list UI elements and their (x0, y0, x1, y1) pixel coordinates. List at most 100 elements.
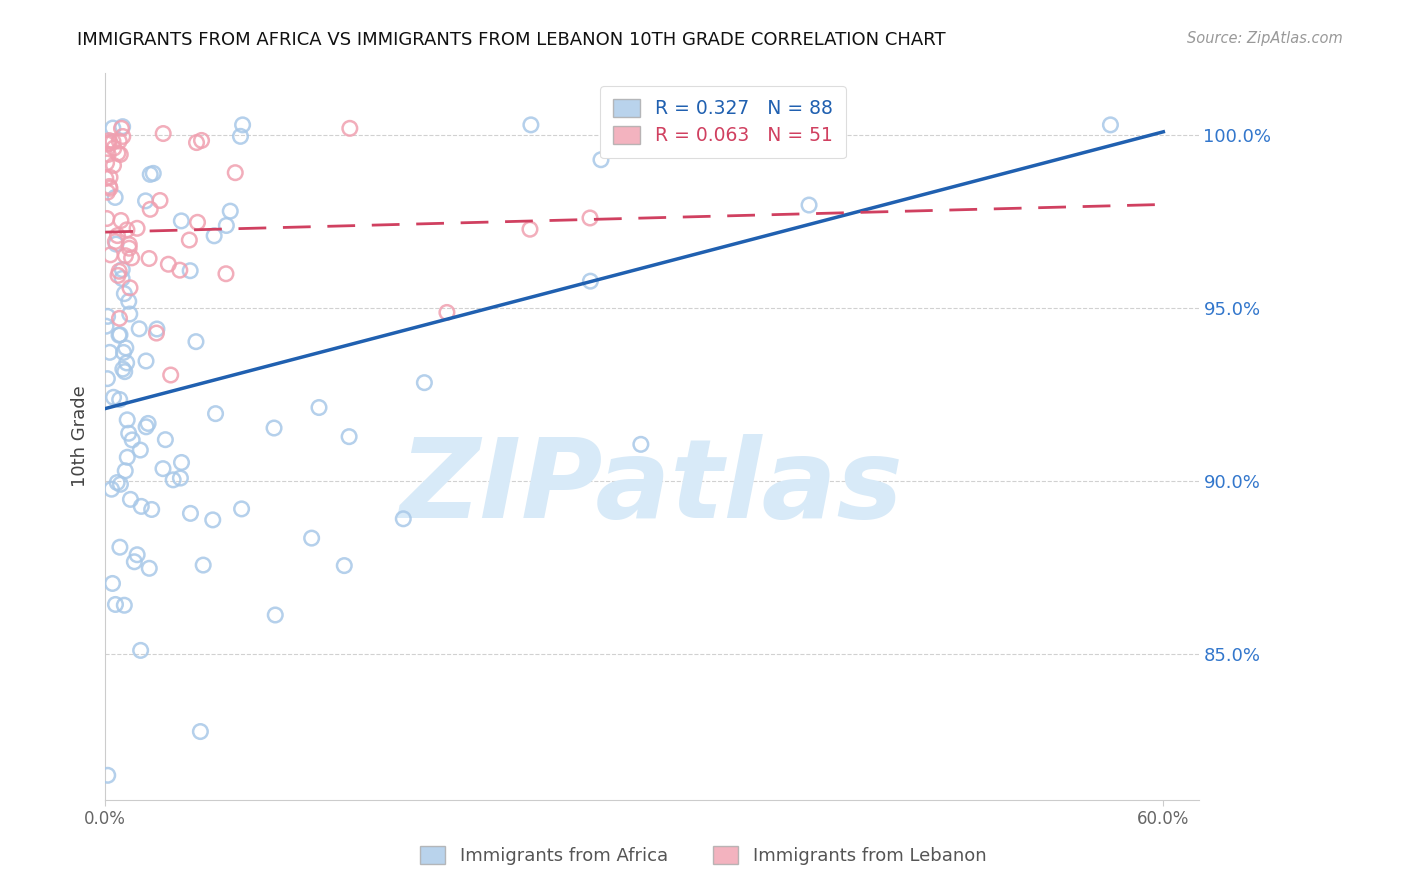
Point (103, 158, 125, 172)
Point (98, 179, 121, 194)
Point (263, 421, 285, 435)
Point (219, 204, 242, 219)
Point (169, 471, 191, 485)
Point (128, 322, 150, 336)
Point (98, 170, 121, 185)
Point (118, 426, 141, 441)
Point (110, 213, 132, 227)
Point (118, 237, 141, 252)
Point (118, 281, 141, 295)
Point (103, 390, 125, 404)
Point (333, 558, 356, 573)
Point (129, 443, 152, 458)
Point (124, 555, 146, 569)
Point (644, 118, 666, 132)
Point (111, 271, 134, 285)
Point (127, 221, 149, 235)
Point (118, 294, 141, 309)
Point (589, 153, 612, 167)
Point (190, 724, 212, 739)
Legend: Immigrants from Africa, Immigrants from Lebanon: Immigrants from Africa, Immigrants from … (409, 836, 997, 876)
Point (114, 341, 136, 355)
Point (520, 118, 543, 132)
Point (111, 362, 134, 376)
Point (107, 228, 129, 243)
Point (157, 257, 180, 271)
Point (112, 286, 135, 301)
Point (108, 264, 131, 278)
Point (108, 311, 131, 326)
Point (789, 139, 811, 153)
Text: ZIPatlas: ZIPatlas (401, 434, 904, 541)
Point (121, 251, 143, 265)
Point (108, 540, 131, 554)
Point (112, 599, 135, 613)
Point (97, 768, 120, 782)
Point (190, 133, 212, 147)
Point (308, 401, 330, 415)
Point (96, 211, 118, 226)
Point (579, 211, 602, 225)
Point (115, 223, 138, 237)
Point (1099, 118, 1122, 132)
Point (107, 268, 129, 283)
Point (202, 228, 225, 243)
Point (141, 502, 163, 516)
Point (131, 500, 153, 514)
Point (100, 482, 122, 496)
Point (108, 134, 131, 148)
Point (142, 166, 165, 180)
Point (162, 473, 184, 487)
Point (155, 433, 177, 447)
Point (97, 310, 120, 324)
Point (118, 241, 141, 255)
Point (101, 135, 124, 149)
Legend: R = 0.327   N = 88, R = 0.063   N = 51: R = 0.327 N = 88, R = 0.063 N = 51 (600, 86, 845, 159)
Point (215, 267, 238, 281)
Point (215, 219, 238, 233)
Point (139, 167, 162, 181)
Point (149, 194, 172, 208)
Point (138, 252, 160, 266)
Point (97, 147, 120, 161)
Point (105, 475, 128, 490)
Point (111, 129, 134, 144)
Y-axis label: 10th Grade: 10th Grade (72, 385, 89, 487)
Point (224, 166, 246, 180)
Point (110, 121, 132, 136)
Point (139, 202, 162, 217)
Text: Source: ZipAtlas.com: Source: ZipAtlas.com (1187, 31, 1343, 46)
Point (138, 561, 160, 575)
Point (108, 328, 131, 343)
Point (170, 455, 193, 469)
Point (108, 327, 131, 342)
Point (339, 121, 361, 136)
Point (169, 263, 191, 277)
Point (231, 502, 253, 516)
Point (96, 156, 118, 170)
Point (105, 237, 128, 252)
Point (114, 464, 136, 478)
Point (114, 365, 136, 379)
Point (104, 235, 127, 249)
Point (129, 643, 152, 657)
Point (117, 450, 139, 465)
Point (159, 368, 181, 382)
Point (519, 222, 541, 236)
Text: IMMIGRANTS FROM AFRICA VS IMMIGRANTS FROM LEBANON 10TH GRADE CORRELATION CHART: IMMIGRANTS FROM AFRICA VS IMMIGRANTS FRO… (77, 31, 946, 49)
Point (179, 507, 201, 521)
Point (186, 136, 208, 150)
Point (115, 413, 138, 427)
Point (579, 274, 602, 288)
Point (104, 598, 127, 612)
Point (301, 531, 323, 545)
Point (264, 607, 287, 622)
Point (179, 263, 201, 277)
Point (630, 437, 652, 451)
Point (114, 249, 136, 263)
Point (232, 118, 254, 132)
Point (121, 433, 143, 447)
Point (94, 171, 117, 186)
Point (98, 136, 121, 150)
Point (101, 576, 124, 591)
